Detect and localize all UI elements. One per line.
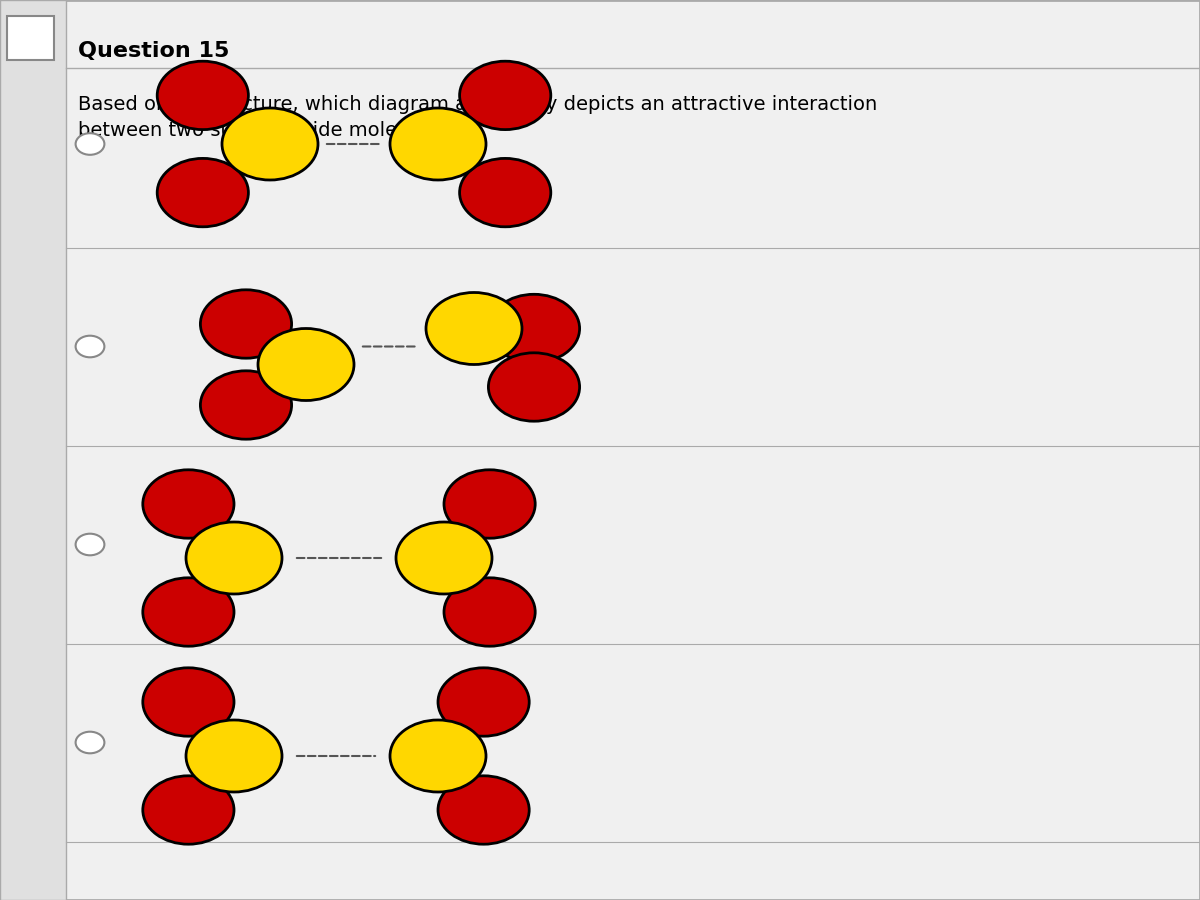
Circle shape <box>200 371 292 439</box>
Text: Question 15: Question 15 <box>78 40 229 60</box>
Circle shape <box>76 133 104 155</box>
Circle shape <box>444 578 535 646</box>
Circle shape <box>396 522 492 594</box>
Circle shape <box>460 61 551 130</box>
Circle shape <box>143 668 234 736</box>
Circle shape <box>488 353 580 421</box>
Circle shape <box>143 578 234 646</box>
Circle shape <box>438 776 529 844</box>
Circle shape <box>200 290 292 358</box>
Circle shape <box>258 328 354 400</box>
Circle shape <box>157 158 248 227</box>
Circle shape <box>76 336 104 357</box>
Circle shape <box>222 108 318 180</box>
Circle shape <box>488 294 580 363</box>
FancyBboxPatch shape <box>0 0 66 900</box>
Circle shape <box>157 61 248 130</box>
Circle shape <box>143 470 234 538</box>
Text: Based on its structure, which diagram accurately depicts an attractive interacti: Based on its structure, which diagram ac… <box>78 94 877 140</box>
Circle shape <box>76 732 104 753</box>
Circle shape <box>460 158 551 227</box>
FancyBboxPatch shape <box>7 16 54 60</box>
Circle shape <box>438 668 529 736</box>
Circle shape <box>186 720 282 792</box>
Circle shape <box>444 470 535 538</box>
Circle shape <box>76 534 104 555</box>
Circle shape <box>390 720 486 792</box>
Circle shape <box>426 292 522 364</box>
Circle shape <box>186 522 282 594</box>
Circle shape <box>390 108 486 180</box>
Circle shape <box>143 776 234 844</box>
